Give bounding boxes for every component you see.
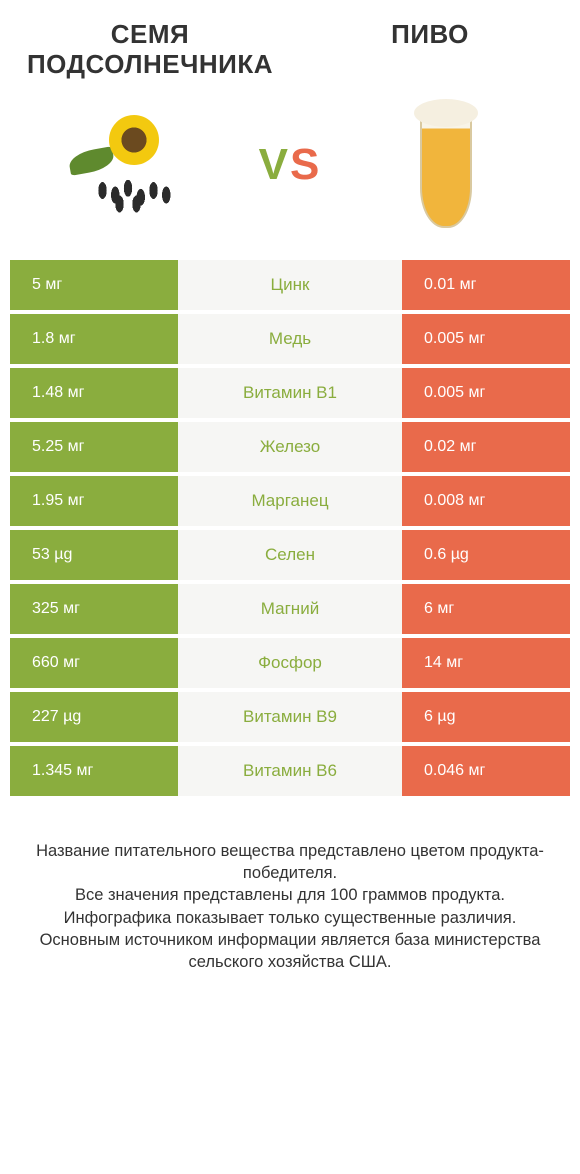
nutrient-label: Медь [178, 314, 402, 364]
right-value: 6 мг [402, 584, 570, 634]
images-row: VS [0, 80, 580, 260]
nutrient-label: Железо [178, 422, 402, 472]
sunflower-icon [64, 110, 204, 220]
table-row: 53 µgСелен0.6 µg [10, 530, 570, 580]
right-value: 0.005 мг [402, 314, 570, 364]
right-product-title: ПИВО [290, 20, 570, 50]
header: СЕМЯ ПОДСОЛНЕЧНИКА ПИВО [0, 0, 580, 80]
left-value: 5 мг [10, 260, 178, 310]
right-value: 0.6 µg [402, 530, 570, 580]
table-row: 1.95 мгМарганец0.008 мг [10, 476, 570, 526]
table-row: 227 µgВитамин B96 µg [10, 692, 570, 742]
nutrition-table: 5 мгЦинк0.01 мг1.8 мгМедь0.005 мг1.48 мг… [10, 260, 570, 796]
footer-line-1: Название питательного вещества представл… [24, 840, 556, 885]
right-product-image [321, 95, 570, 235]
left-product-image [10, 95, 259, 235]
right-value: 0.008 мг [402, 476, 570, 526]
table-row: 1.345 мгВитамин B60.046 мг [10, 746, 570, 796]
nutrient-label: Витамин B9 [178, 692, 402, 742]
footer-line-2: Все значения представлены для 100 граммо… [24, 884, 556, 906]
right-value: 6 µg [402, 692, 570, 742]
left-value: 1.8 мг [10, 314, 178, 364]
table-row: 5 мгЦинк0.01 мг [10, 260, 570, 310]
vs-v: V [259, 140, 290, 189]
left-value: 325 мг [10, 584, 178, 634]
footer-line-4: Основным источником информации является … [24, 929, 556, 974]
footer-notes: Название питательного вещества представл… [0, 800, 580, 974]
table-row: 325 мгМагний6 мг [10, 584, 570, 634]
nutrient-label: Магний [178, 584, 402, 634]
left-value: 1.345 мг [10, 746, 178, 796]
table-row: 660 мгФосфор14 мг [10, 638, 570, 688]
nutrient-label: Фосфор [178, 638, 402, 688]
table-row: 1.8 мгМедь0.005 мг [10, 314, 570, 364]
nutrient-label: Марганец [178, 476, 402, 526]
nutrient-label: Витамин B1 [178, 368, 402, 418]
left-value: 660 мг [10, 638, 178, 688]
right-value: 14 мг [402, 638, 570, 688]
left-title-col: СЕМЯ ПОДСОЛНЕЧНИКА [10, 20, 290, 80]
nutrient-label: Селен [178, 530, 402, 580]
left-value: 1.95 мг [10, 476, 178, 526]
table-row: 5.25 мгЖелезо0.02 мг [10, 422, 570, 472]
nutrient-label: Цинк [178, 260, 402, 310]
right-value: 0.02 мг [402, 422, 570, 472]
left-value: 227 µg [10, 692, 178, 742]
left-value: 5.25 мг [10, 422, 178, 472]
right-value: 0.005 мг [402, 368, 570, 418]
footer-line-3: Инфографика показывает только существенн… [24, 907, 556, 929]
beer-icon [406, 95, 486, 235]
right-value: 0.046 мг [402, 746, 570, 796]
left-value: 53 µg [10, 530, 178, 580]
right-title-col: ПИВО [290, 20, 570, 50]
vs-label: VS [259, 140, 322, 190]
right-value: 0.01 мг [402, 260, 570, 310]
left-product-title: СЕМЯ ПОДСОЛНЕЧНИКА [10, 20, 290, 80]
left-value: 1.48 мг [10, 368, 178, 418]
table-row: 1.48 мгВитамин B10.005 мг [10, 368, 570, 418]
vs-s: S [290, 140, 321, 189]
nutrient-label: Витамин B6 [178, 746, 402, 796]
